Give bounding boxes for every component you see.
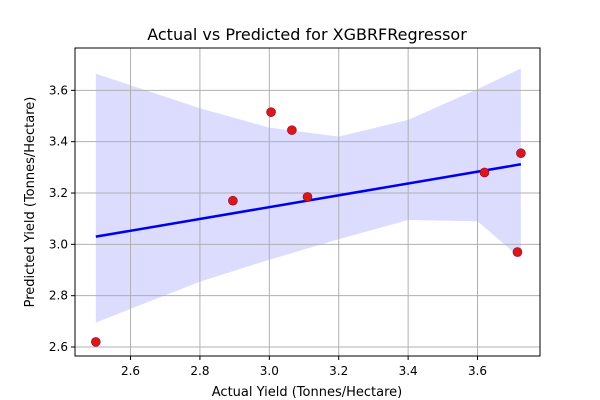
x-axis-ticks: 2.6 2.8 3.0 3.2 3.4 3.6 (121, 356, 487, 378)
data-point (91, 337, 101, 347)
data-point (479, 167, 490, 178)
scatter-points-layer (91, 107, 526, 347)
x-tick-label: 2.8 (190, 364, 209, 378)
x-axis-label: Actual Yield (Tonnes/Hectare) (212, 385, 402, 400)
x-tick-label: 3.4 (399, 364, 418, 378)
data-point (228, 195, 238, 206)
y-tick-label: 3.0 (49, 237, 68, 251)
y-tick-label: 3.2 (49, 186, 68, 200)
data-point (512, 247, 523, 257)
x-tick-label: 3.2 (329, 364, 348, 378)
data-point (287, 125, 297, 135)
y-tick-label: 3.4 (49, 135, 68, 149)
x-tick-label: 2.6 (121, 364, 140, 378)
x-tick-label: 3.6 (468, 364, 487, 378)
x-tick-label: 3.0 (260, 364, 279, 378)
y-tick-label: 2.8 (49, 289, 68, 303)
y-axis-ticks: 2.6 2.8 3.0 3.2 3.4 3.6 (49, 83, 75, 354)
y-tick-label: 2.6 (49, 340, 68, 354)
chart-title: Actual vs Predicted for XGBRFRegressor (147, 25, 467, 44)
data-point (516, 148, 526, 159)
data-point (302, 192, 313, 202)
y-axis-label: Predicted Yield (Tonnes/Hectare) (23, 97, 38, 308)
y-tick-label: 3.6 (49, 83, 68, 97)
data-point (266, 107, 276, 117)
plot-frame (74, 47, 541, 357)
